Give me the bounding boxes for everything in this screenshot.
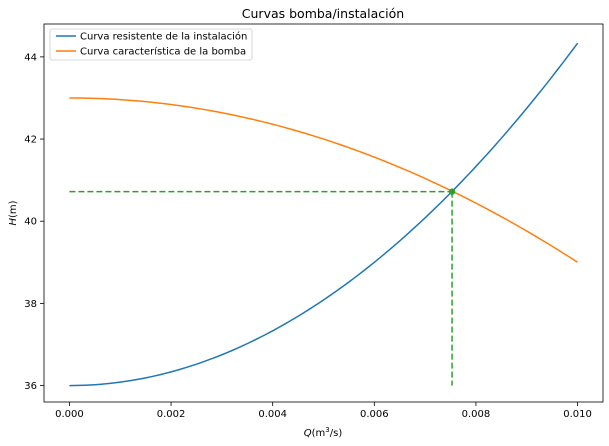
operating-point — [448, 188, 456, 195]
x-axis-ticks: 0.000 0.002 0.004 0.006 0.008 0.010 — [55, 402, 592, 420]
x-tick-label: 0.002 — [157, 409, 186, 420]
chart-title: Curvas bomba/instalación — [242, 6, 404, 21]
x-tick-label: 0.004 — [258, 409, 287, 420]
operating-point-guides — [69, 190, 453, 386]
y-tick-label: 38 — [24, 299, 37, 310]
y-tick-label: 42 — [24, 135, 37, 146]
x-tick-label: 0.010 — [563, 409, 592, 420]
x-tick-label: 0.000 — [55, 409, 84, 420]
x-axis-label: Q(m3/s) — [304, 426, 343, 439]
y-tick-label: 36 — [24, 381, 37, 392]
pump-curve — [69, 97, 578, 263]
y-axis-label: H(m) — [8, 200, 19, 225]
plot-frame — [43, 23, 604, 403]
x-tick-label: 0.008 — [462, 409, 491, 420]
x-tick-label: 0.006 — [360, 409, 389, 420]
installation-curve — [69, 42, 579, 387]
legend-label-installation: Curva resistente de la instalación — [80, 31, 247, 43]
y-tick-label: 40 — [24, 217, 37, 228]
operating-point-marker — [448, 188, 456, 195]
legend-label-pump: Curva característica de la bomba — [80, 46, 246, 58]
legend-box — [49, 28, 253, 61]
y-tick-label: 44 — [24, 52, 37, 63]
y-axis-ticks: 36 38 40 42 44 — [24, 52, 44, 392]
legend: Curva resistente de la instalación Curva… — [49, 28, 253, 61]
series-lines — [69, 42, 579, 387]
